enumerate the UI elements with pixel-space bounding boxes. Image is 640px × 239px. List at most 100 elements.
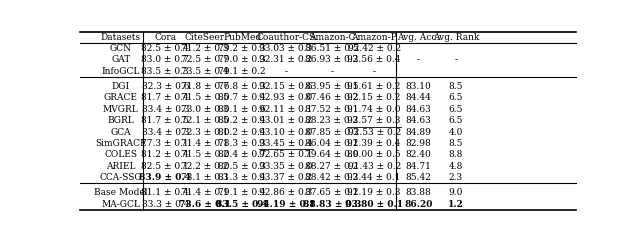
Text: 92.11 ± 0.1: 92.11 ± 0.1 — [259, 105, 312, 114]
Text: CCA-SSG: CCA-SSG — [99, 173, 142, 182]
Text: 86.93 ± 0.3: 86.93 ± 0.3 — [305, 55, 358, 65]
Text: -: - — [417, 55, 420, 65]
Text: 88.42 ± 0.3: 88.42 ± 0.3 — [305, 173, 358, 182]
Text: MVGRL: MVGRL — [103, 105, 138, 114]
Text: 92.93 ± 0.0: 92.93 ± 0.0 — [259, 93, 312, 103]
Text: 83.88: 83.88 — [405, 188, 431, 197]
Text: 83.4 ± 0.3: 83.4 ± 0.3 — [141, 105, 189, 114]
Text: -: - — [372, 67, 376, 76]
Text: 73.1 ± 0.3: 73.1 ± 0.3 — [181, 173, 228, 182]
Text: 71.4 ± 0.1: 71.4 ± 0.1 — [181, 139, 229, 148]
Text: GCA: GCA — [110, 128, 131, 136]
Text: 92.15 ± 0.6: 92.15 ± 0.6 — [259, 82, 312, 91]
Text: 87.65 ± 0.2: 87.65 ± 0.2 — [305, 188, 358, 197]
Text: 2.3: 2.3 — [449, 173, 463, 182]
Text: 93.01 ± 0.2: 93.01 ± 0.2 — [259, 116, 312, 125]
Text: 80.1 ± 0.6: 80.1 ± 0.6 — [218, 105, 266, 114]
Text: 83.95 ± 0.5: 83.95 ± 0.5 — [305, 82, 359, 91]
Text: 84.63: 84.63 — [405, 105, 431, 114]
Text: 80.2 ± 0.4: 80.2 ± 0.4 — [218, 116, 266, 125]
Text: Cora: Cora — [154, 33, 177, 42]
Text: 94.19 ± 0.1: 94.19 ± 0.1 — [257, 200, 315, 209]
Text: 87.46 ± 0.2: 87.46 ± 0.2 — [305, 93, 358, 103]
Text: 81.7 ± 0.4: 81.7 ± 0.4 — [141, 93, 189, 103]
Text: Amazon-C: Amazon-C — [308, 33, 355, 42]
Text: 92.44 ± 0.1: 92.44 ± 0.1 — [348, 173, 401, 182]
Text: 4.0: 4.0 — [449, 128, 463, 136]
Text: 91.43 ± 0.2: 91.43 ± 0.2 — [348, 162, 401, 171]
Text: 92.15 ± 0.2: 92.15 ± 0.2 — [348, 93, 401, 103]
Text: 92.31 ± 0.2: 92.31 ± 0.2 — [259, 55, 312, 65]
Text: 81.7 ± 0.5: 81.7 ± 0.5 — [141, 116, 189, 125]
Text: ARIEL: ARIEL — [106, 162, 136, 171]
Text: 6.5: 6.5 — [449, 93, 463, 103]
Text: 88.83 ± 0.3: 88.83 ± 0.3 — [303, 200, 361, 209]
Text: GRACE: GRACE — [104, 93, 138, 103]
Text: 80.7 ± 0.4: 80.7 ± 0.4 — [218, 93, 266, 103]
Text: Coauthor-CS: Coauthor-CS — [256, 33, 316, 42]
Text: 89.00 ± 0.5: 89.00 ± 0.5 — [348, 150, 401, 159]
Text: 79.64 ± 0.0: 79.64 ± 0.0 — [305, 150, 358, 159]
Text: 84.71: 84.71 — [405, 162, 431, 171]
Text: 76.8 ± 0.3: 76.8 ± 0.3 — [218, 82, 266, 91]
Text: 79.0 ± 0.3: 79.0 ± 0.3 — [218, 55, 266, 65]
Text: 1.2: 1.2 — [448, 200, 464, 209]
Text: 91.61 ± 0.2: 91.61 ± 0.2 — [348, 82, 401, 91]
Text: 92.53 ± 0.2: 92.53 ± 0.2 — [348, 128, 401, 136]
Text: 72.2 ± 0.2: 72.2 ± 0.2 — [181, 162, 228, 171]
Text: 8.8: 8.8 — [449, 150, 463, 159]
Text: 93.35 ± 0.0: 93.35 ± 0.0 — [259, 162, 312, 171]
Text: Base Model: Base Model — [94, 188, 147, 197]
Text: 87.85 ± 0.3: 87.85 ± 0.3 — [305, 128, 358, 136]
Text: 83.5 ± 0.3: 83.5 ± 0.3 — [141, 67, 189, 76]
Text: 83.9 ± 0.4: 83.9 ± 0.4 — [140, 173, 191, 182]
Text: 72.5 ± 0.7: 72.5 ± 0.7 — [181, 55, 229, 65]
Text: 8.5: 8.5 — [449, 82, 463, 91]
Text: MA-GCL: MA-GCL — [101, 200, 140, 209]
Text: 71.8 ± 0.7: 71.8 ± 0.7 — [181, 82, 229, 91]
Text: Avg. Acc.: Avg. Acc. — [397, 33, 440, 42]
Text: 9.0: 9.0 — [449, 188, 463, 197]
Text: 91.19 ± 0.3: 91.19 ± 0.3 — [348, 188, 401, 197]
Text: 88.23 ± 0.3: 88.23 ± 0.3 — [305, 116, 358, 125]
Text: 72.1 ± 0.5: 72.1 ± 0.5 — [181, 116, 229, 125]
Text: 80.5 ± 0.3: 80.5 ± 0.3 — [218, 162, 266, 171]
Text: 87.52 ± 0.1: 87.52 ± 0.1 — [305, 105, 358, 114]
Text: 93.45 ± 0.4: 93.45 ± 0.4 — [259, 139, 312, 148]
Text: 78.3 ± 0.3: 78.3 ± 0.3 — [218, 139, 266, 148]
Text: 81.1 ± 0.4: 81.1 ± 0.4 — [141, 188, 189, 197]
Text: BGRL: BGRL — [108, 116, 134, 125]
Text: 81.3 ± 0.4: 81.3 ± 0.4 — [218, 173, 266, 182]
Text: InfoGCL: InfoGCL — [102, 67, 140, 76]
Text: SimGRACE: SimGRACE — [95, 139, 147, 148]
Text: COLES: COLES — [104, 150, 137, 159]
Text: 81.2 ± 0.4: 81.2 ± 0.4 — [141, 150, 189, 159]
Text: 83.3 ± 0.4: 83.3 ± 0.4 — [141, 200, 189, 209]
Text: 92.56 ± 0.4: 92.56 ± 0.4 — [348, 55, 401, 65]
Text: CiteSeer: CiteSeer — [185, 33, 225, 42]
Text: 82.40: 82.40 — [405, 150, 431, 159]
Text: 73.0 ± 0.3: 73.0 ± 0.3 — [181, 105, 228, 114]
Text: 84.44: 84.44 — [405, 93, 431, 103]
Text: 82.98: 82.98 — [405, 139, 431, 148]
Text: PubMed: PubMed — [223, 33, 261, 42]
Text: 73.5 ± 0.4: 73.5 ± 0.4 — [181, 67, 229, 76]
Text: 93.03 ± 0.3: 93.03 ± 0.3 — [259, 44, 312, 53]
Text: 85.42: 85.42 — [405, 173, 431, 182]
Text: 79.2 ± 0.3: 79.2 ± 0.3 — [218, 44, 266, 53]
Text: Amazon-P: Amazon-P — [351, 33, 397, 42]
Text: 83.0 ± 0.7: 83.0 ± 0.7 — [141, 55, 189, 65]
Text: 71.2 ± 0.3: 71.2 ± 0.3 — [181, 44, 228, 53]
Text: 73.6 ± 0.1: 73.6 ± 0.1 — [179, 200, 231, 209]
Text: 80.2 ± 0.4: 80.2 ± 0.4 — [218, 128, 266, 136]
Text: 84.63: 84.63 — [405, 116, 431, 125]
Text: 91.74 ± 0.0: 91.74 ± 0.0 — [348, 105, 401, 114]
Text: 8.5: 8.5 — [449, 139, 463, 148]
Text: Datasets: Datasets — [100, 33, 141, 42]
Text: 79.1 ± 0.4: 79.1 ± 0.4 — [218, 188, 266, 197]
Text: 92.65 ± 0.1: 92.65 ± 0.1 — [259, 150, 312, 159]
Text: 83.5 ± 0.4: 83.5 ± 0.4 — [216, 200, 268, 209]
Text: 6.5: 6.5 — [449, 105, 463, 114]
Text: 80.4 ± 0.7: 80.4 ± 0.7 — [218, 150, 266, 159]
Text: 82.3 ± 0.6: 82.3 ± 0.6 — [141, 82, 189, 91]
